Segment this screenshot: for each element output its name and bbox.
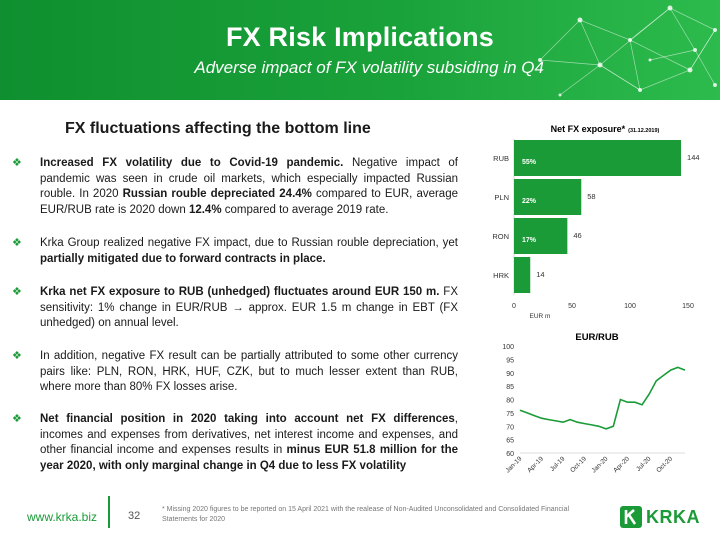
website-link[interactable]: www.krka.biz (27, 510, 98, 524)
line-y-tick-label: 65 (506, 438, 514, 445)
bullet-text-run: In addition, negative FX result can be p… (40, 350, 458, 393)
krka-logo: KRKA (620, 506, 700, 528)
krka-logo-icon (620, 506, 642, 528)
header-banner: FX Risk Implications Adverse impact of F… (0, 0, 720, 100)
line-x-tick-label: Apr-19 (526, 455, 545, 474)
bullet-item: ❖ In addition, negative FX result can be … (12, 349, 458, 396)
bar-category-label: HRK (493, 271, 509, 280)
bar-category-label: RUB (493, 154, 509, 163)
bullet-text-run: compared to average 2019 rate. (221, 203, 389, 216)
line-x-tick-label: Oct-19 (569, 455, 588, 474)
bar-x-tick-label: 100 (624, 303, 636, 310)
bullet-text: Net financial position in 2020 taking in… (40, 413, 458, 472)
bar-value-label: 58 (587, 192, 595, 201)
bullet-text-run: Russian rouble depreciated 24.4% (122, 188, 312, 200)
bar-pln (514, 179, 582, 215)
bar-percent-label: 17% (522, 237, 537, 244)
line-x-tick-label: Apr-20 (612, 455, 631, 474)
line-y-tick-label: 95 (506, 357, 514, 364)
bullet-text-run: Negative impact of pandemic was seen in … (40, 157, 458, 200)
line-y-tick-label: 85 (506, 384, 514, 391)
bar-value-label: 46 (573, 231, 581, 240)
bullet-text-run: 12.4% (188, 203, 222, 216)
bullet-text: Krka net FX exposure to RUB (unhedged) f… (40, 286, 458, 329)
bullet-item: ❖ Krka Group realized negative FX impact,… (12, 236, 458, 267)
bar-rub (514, 140, 682, 176)
page-title: FX Risk Implications (225, 22, 495, 52)
line-chart-title: EUR/RUB (575, 332, 618, 343)
bullet-text-run: Krka Group realized negative FX impact, … (40, 237, 458, 249)
bullet-text-run: FX sensitivity: 1% change in EUR/RUB → a… (40, 286, 459, 329)
bar-hrk (514, 257, 531, 293)
bullet-item: ❖ Net financial position in 2020 taking i… (12, 412, 458, 474)
bullet-text-run: Net financial position in 2020 taking in… (40, 413, 455, 425)
bullet-text-run: partially mitigated due to forward contr… (40, 252, 326, 265)
line-x-tick-label: Jul-20 (635, 455, 653, 473)
bullet-item: ❖ Krka net FX exposure to RUB (unhedged) … (12, 285, 458, 332)
bar-chart-title: Net FX exposure* (31.12.2019) (551, 124, 660, 134)
diamond-bullet-icon: ❖ (12, 237, 22, 249)
bullet-text: In addition, negative FX result can be p… (40, 350, 458, 393)
line-y-tick-label: 100 (502, 344, 514, 351)
bullet-text: Increased FX volatility due to Covid-19 … (40, 157, 458, 216)
eur-rub-series-line (519, 366, 686, 430)
bar-category-label: RON (492, 232, 509, 241)
diamond-bullet-icon: ❖ (12, 413, 22, 425)
bar-percent-label: 55% (522, 159, 537, 166)
footer-divider (108, 496, 110, 528)
bullet-item: ❖ Increased FX volatility due to Covid-19… (12, 156, 458, 218)
bullet-text: Krka Group realized negative FX impact, … (40, 237, 458, 265)
line-x-tick-label: Jan-20 (590, 455, 609, 474)
bullet-text-run: Krka net FX exposure to RUB (unhedged) f… (40, 286, 440, 298)
bullet-text-run: minus EUR 51.8 million for the year 2020… (40, 444, 458, 472)
bar-x-tick-label: 0 (512, 303, 516, 310)
line-x-tick-label: Jan-19 (504, 455, 523, 474)
line-y-tick-label: 60 (506, 451, 514, 458)
diamond-bullet-icon: ❖ (12, 286, 22, 298)
footnote: * Missing 2020 figures to be reported on… (162, 506, 570, 523)
bar-category-label: PLN (494, 193, 509, 202)
bullet-text-run: , incomes and expenses from derivatives,… (40, 413, 458, 456)
diamond-bullet-icon: ❖ (12, 350, 22, 362)
bar-x-axis-label: EUR m (530, 313, 551, 318)
line-y-tick-label: 80 (506, 398, 514, 405)
bar-value-label: 14 (536, 270, 544, 279)
bar-ron (514, 218, 568, 254)
bullet-text-run: compared to EUR, average EUR/RUB rate is… (40, 188, 458, 216)
bar-x-tick-label: 150 (682, 303, 694, 310)
line-x-tick-label: Jul-19 (549, 455, 567, 473)
line-x-tick-label: Oct-20 (655, 455, 674, 474)
page-subtitle: Adverse impact of FX volatility subsidin… (194, 58, 544, 77)
network-graphic-icon (538, 5, 717, 97)
section-title: FX fluctuations affecting the bottom lin… (65, 120, 371, 137)
bar-percent-label: 22% (522, 198, 537, 205)
page-number: 32 (128, 510, 141, 522)
line-y-tick-label: 90 (506, 371, 514, 378)
line-y-tick-label: 70 (506, 424, 514, 431)
diamond-bullet-icon: ❖ (12, 157, 22, 169)
fx-exposure-bar-chart: Net FX exposure* (31.12.2019) RUB 144 55% PL… (492, 124, 700, 318)
bar-value-label: 144 (687, 153, 700, 162)
line-y-tick-label: 75 (506, 411, 514, 418)
bullet-text-run: Increased FX volatility due to Covid-19 … (40, 157, 344, 169)
logo-text: KRKA (646, 506, 700, 527)
bar-x-tick-label: 50 (568, 303, 576, 310)
